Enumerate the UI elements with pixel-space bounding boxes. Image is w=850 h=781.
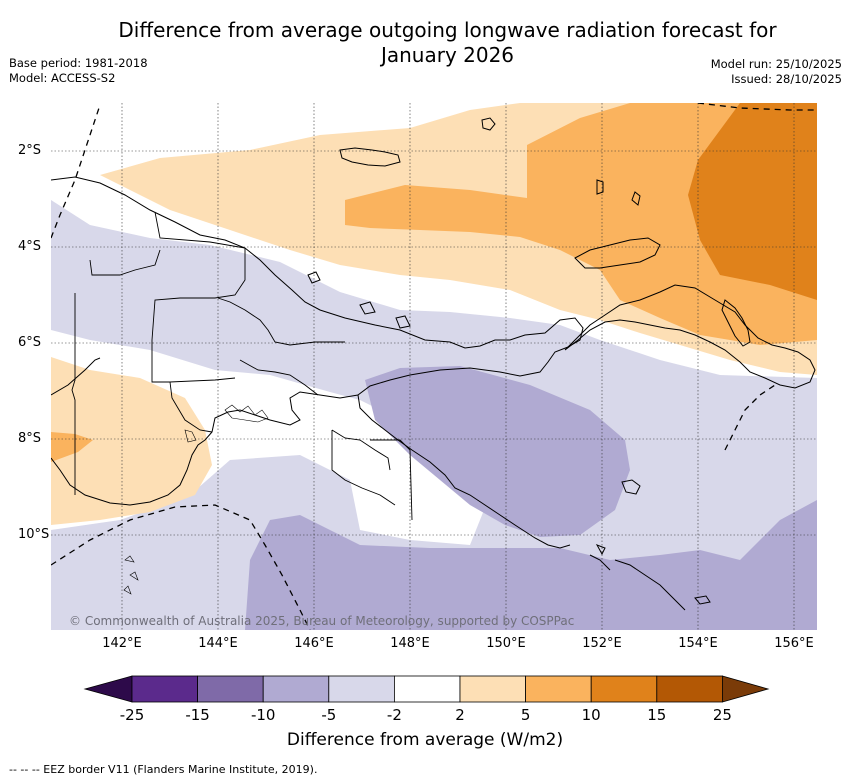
- colorbar-bin-neg5-neg2: [328, 675, 395, 703]
- colorbar: [83, 675, 770, 703]
- coastline-new-ireland: [574, 237, 661, 269]
- coastline-bougainville: [721, 299, 751, 347]
- reef-detail: [123, 404, 269, 595]
- colorbar-bin-pos15-pos25: [656, 675, 723, 703]
- lon-label-144e: 144°E: [198, 636, 238, 651]
- province-border-2: [151, 211, 246, 383]
- run-info: Model run: 25/10/2025 Issued: 28/10/2025: [711, 57, 842, 87]
- coastline-new-guinea-north: [51, 176, 584, 349]
- map-title: Difference from average outgoing longwav…: [90, 18, 805, 68]
- map-title-line-1: Difference from average outgoing longwav…: [118, 18, 777, 42]
- map-panel: [51, 103, 817, 630]
- coastline-manus: [339, 147, 401, 167]
- colorbar-tick-neg15: -15: [185, 706, 210, 724]
- province-border-3: [217, 297, 345, 346]
- model-info: Base period: 1981-2018 Model: ACCESS-S2: [9, 56, 148, 86]
- eez-border-southeast: [724, 384, 776, 451]
- province-border-8: [370, 439, 413, 521]
- lon-label-150e: 150°E: [486, 636, 526, 651]
- anomaly-region-pos-west-medium: [51, 432, 93, 462]
- coastline-louisiade: [589, 554, 686, 611]
- colorbar-bin-pos2-pos5: [459, 675, 526, 703]
- anomaly-region-neg-1: [365, 366, 630, 537]
- reef-cluster-2: [184, 429, 197, 443]
- lon-label-146e: 146°E: [294, 636, 334, 651]
- copyright-attribution: © Commonwealth of Australia 2025, Bureau…: [69, 614, 575, 628]
- lon-label-156e: 156°E: [774, 636, 814, 651]
- lon-label-154e: 154°E: [678, 636, 718, 651]
- colorbar-tick-pos25: 25: [712, 706, 732, 724]
- lat-label-4s: 4°S: [18, 239, 42, 254]
- gridlines: [51, 103, 817, 630]
- eez-footnote: -- -- -- EEZ border V11 (Flanders Marine…: [9, 763, 318, 776]
- lat-label-6s: 6°S: [18, 335, 42, 350]
- province-border-4: [169, 381, 213, 433]
- coastline-small-islands-1: [307, 117, 711, 605]
- province-border-1: [89, 249, 161, 276]
- map-title-line-2: January 2026: [380, 43, 515, 67]
- lon-label-142e: 142°E: [102, 636, 142, 651]
- eez-border-northeast: [697, 103, 817, 111]
- reef-cluster-1: [224, 404, 269, 423]
- colorbar-bin-pos10-pos15: [590, 675, 658, 703]
- colorbar-extend-high: [722, 675, 770, 703]
- province-border-7: [331, 430, 396, 506]
- eez-borders: [51, 103, 817, 630]
- colorbar-bin-neg15-neg10: [197, 675, 264, 703]
- anomaly-region-pos-strong: [688, 103, 817, 300]
- coastlines: [51, 117, 816, 611]
- colorbar-extend-low: [83, 675, 133, 703]
- colorbar-tick-pos10: 10: [581, 706, 601, 724]
- province-border-5: [239, 359, 319, 396]
- colorbar-bin-neg10-neg5: [262, 675, 330, 703]
- anomaly-region-pos-west: [51, 357, 212, 525]
- colorbar-tick-pos2: 2: [455, 706, 465, 724]
- colorbar-tick-pos5: 5: [520, 706, 531, 724]
- reef-cluster-3: [123, 555, 139, 595]
- provincial-borders: [71, 211, 413, 521]
- issued-date: Issued: 28/10/2025: [731, 72, 842, 86]
- coastline-southwest: [51, 357, 101, 396]
- lon-label-152e: 152°E: [582, 636, 622, 651]
- province-border-6: [331, 429, 391, 471]
- eez-border-west: [51, 504, 311, 630]
- lon-label-148e: 148°E: [390, 636, 430, 651]
- colorbar-title: Difference from average (W/m2): [286, 730, 564, 750]
- model-name: Model: ACCESS-S2: [9, 71, 116, 85]
- anomaly-region-neg-2: [245, 500, 817, 630]
- colorbar-tick-neg10: -10: [250, 706, 276, 724]
- colorbar-tick-neg2: -2: [386, 706, 402, 724]
- eez-border-northwest: [51, 104, 101, 239]
- colorbar-tick-neg5: -5: [321, 706, 337, 724]
- colorbar-tick-neg25: -25: [119, 706, 145, 724]
- border-indonesia-png: [71, 293, 76, 495]
- base-period: Base period: 1981-2018: [9, 56, 148, 70]
- colorbar-tick-pos15: 15: [647, 706, 667, 724]
- coastline-new-britain: [564, 284, 816, 389]
- colorbar-bin-neg2-pos2: [393, 675, 461, 703]
- lat-label-8s: 8°S: [18, 431, 42, 446]
- colorbar-bin-neg25-neg15: [131, 675, 198, 703]
- lat-label-2s: 2°S: [18, 143, 42, 158]
- colorbar-bin-pos5-pos10: [525, 675, 592, 703]
- lat-label-10s: 10°S: [18, 527, 50, 542]
- coastline-new-guinea-south: [357, 346, 571, 549]
- model-run: Model run: 25/10/2025: [710, 57, 842, 71]
